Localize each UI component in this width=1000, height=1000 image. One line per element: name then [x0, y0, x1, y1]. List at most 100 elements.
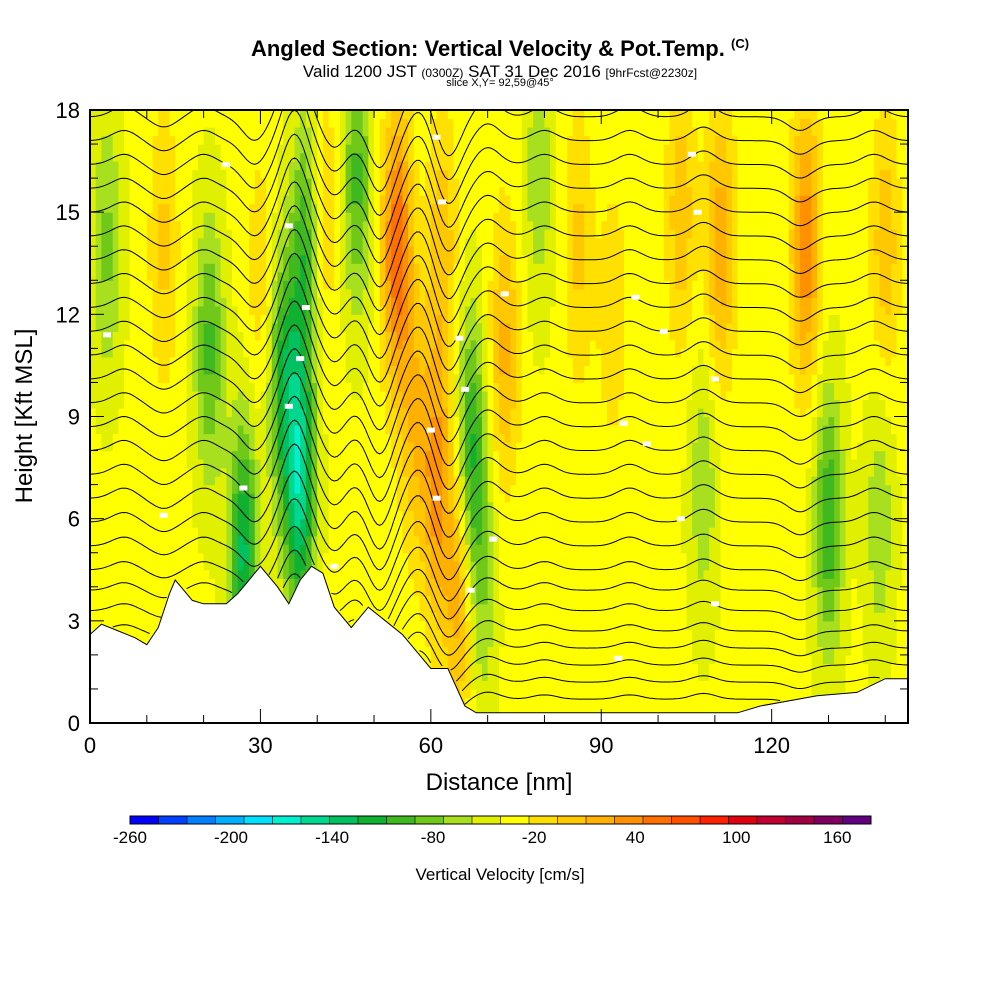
heat-cell	[709, 510, 716, 520]
heat-cell	[618, 663, 625, 673]
heat-cell	[95, 535, 102, 545]
heat-cell	[180, 425, 188, 435]
heat-cell	[663, 620, 671, 630]
heat-cell	[379, 501, 386, 511]
heat-cell	[743, 510, 750, 520]
heat-cell	[726, 688, 733, 699]
heat-cell	[658, 484, 665, 494]
heat-cell	[743, 544, 750, 554]
heat-cell	[646, 578, 653, 588]
heat-cell	[618, 544, 625, 554]
heat-cell	[890, 671, 898, 682]
heat-cell	[731, 561, 739, 571]
heat-cell	[124, 612, 131, 622]
heat-cell	[521, 569, 528, 579]
heat-cell	[499, 578, 506, 588]
heat-cell	[266, 510, 273, 520]
heat-cell	[362, 459, 369, 469]
heat-cell	[692, 484, 699, 494]
heat-cell	[567, 595, 574, 605]
heat-cell	[760, 544, 767, 554]
heat-cell	[862, 527, 869, 537]
heat-cell	[805, 688, 813, 699]
heat-cell	[499, 561, 506, 571]
heat-cell	[748, 671, 756, 682]
heat-cell	[510, 569, 517, 579]
heat-cell	[731, 544, 739, 554]
heat-cell	[288, 552, 296, 562]
heat-cell	[652, 467, 659, 477]
heat-cell	[589, 646, 597, 656]
heat-cell	[805, 671, 813, 682]
heat-cell	[646, 629, 653, 639]
heat-cell	[731, 688, 739, 699]
heat-cell	[800, 603, 807, 613]
heat-cell	[447, 476, 455, 486]
heat-cell	[516, 663, 523, 673]
heat-cell	[538, 484, 546, 494]
heat-cell	[379, 535, 386, 545]
heat-cell	[748, 620, 756, 630]
heat-cell	[714, 654, 722, 664]
heat-cell	[538, 467, 546, 477]
heat-cell	[374, 595, 381, 605]
heat-cell	[141, 552, 148, 562]
heat-cell	[720, 467, 727, 477]
heat-cell	[481, 646, 489, 656]
heat-cell	[720, 663, 727, 673]
heat-cell	[555, 697, 563, 707]
heat-cell	[641, 569, 648, 579]
heat-cell	[856, 510, 864, 520]
heat-cell	[839, 629, 847, 639]
heat-cell	[436, 578, 443, 588]
heat-cell	[567, 680, 574, 690]
heat-cell	[146, 544, 154, 554]
heat-cell	[493, 518, 500, 528]
heat-cell	[481, 425, 489, 435]
heat-cell	[135, 552, 142, 562]
heat-cell	[453, 595, 460, 605]
heat-cell	[368, 527, 375, 537]
heat-cell	[822, 646, 830, 656]
heat-cell	[527, 680, 534, 690]
heat-cell	[487, 510, 494, 520]
heat-cell	[186, 493, 193, 503]
heat-cell	[152, 518, 159, 528]
heat-cell	[578, 705, 585, 716]
heat-cell	[533, 671, 540, 682]
heat-cell	[845, 629, 852, 639]
heat-cell	[436, 637, 443, 647]
heat-cell	[612, 620, 619, 630]
heat-cell	[339, 501, 347, 511]
heat-cell	[436, 629, 443, 639]
heat-cell	[476, 586, 483, 596]
heat-cell	[95, 612, 102, 622]
heat-cell	[396, 561, 404, 571]
heat-cell	[697, 654, 705, 664]
heat-cell	[788, 569, 795, 579]
heat-cell	[817, 561, 824, 571]
heat-cell	[692, 620, 699, 630]
heat-cell	[555, 603, 563, 613]
heat-cell	[220, 459, 227, 469]
heat-cell	[385, 561, 392, 571]
heat-cell	[254, 433, 262, 443]
heat-cell	[555, 433, 563, 443]
heat-cell	[658, 561, 665, 571]
heat-cell	[612, 586, 619, 596]
heat-cell	[794, 569, 801, 579]
heat-cell	[851, 476, 858, 486]
heat-cell	[107, 544, 114, 554]
heat-cell	[811, 637, 818, 647]
heat-cell	[288, 501, 296, 511]
heat-cell	[811, 569, 818, 579]
heat-cell	[499, 603, 506, 613]
heat-cell	[584, 586, 591, 596]
heat-cell	[765, 450, 773, 460]
heat-cell	[459, 578, 466, 588]
heat-cell	[748, 552, 756, 562]
heat-cell	[402, 467, 409, 477]
heat-cell	[623, 544, 631, 554]
heat-cell	[720, 705, 727, 716]
heat-cell	[567, 612, 574, 622]
